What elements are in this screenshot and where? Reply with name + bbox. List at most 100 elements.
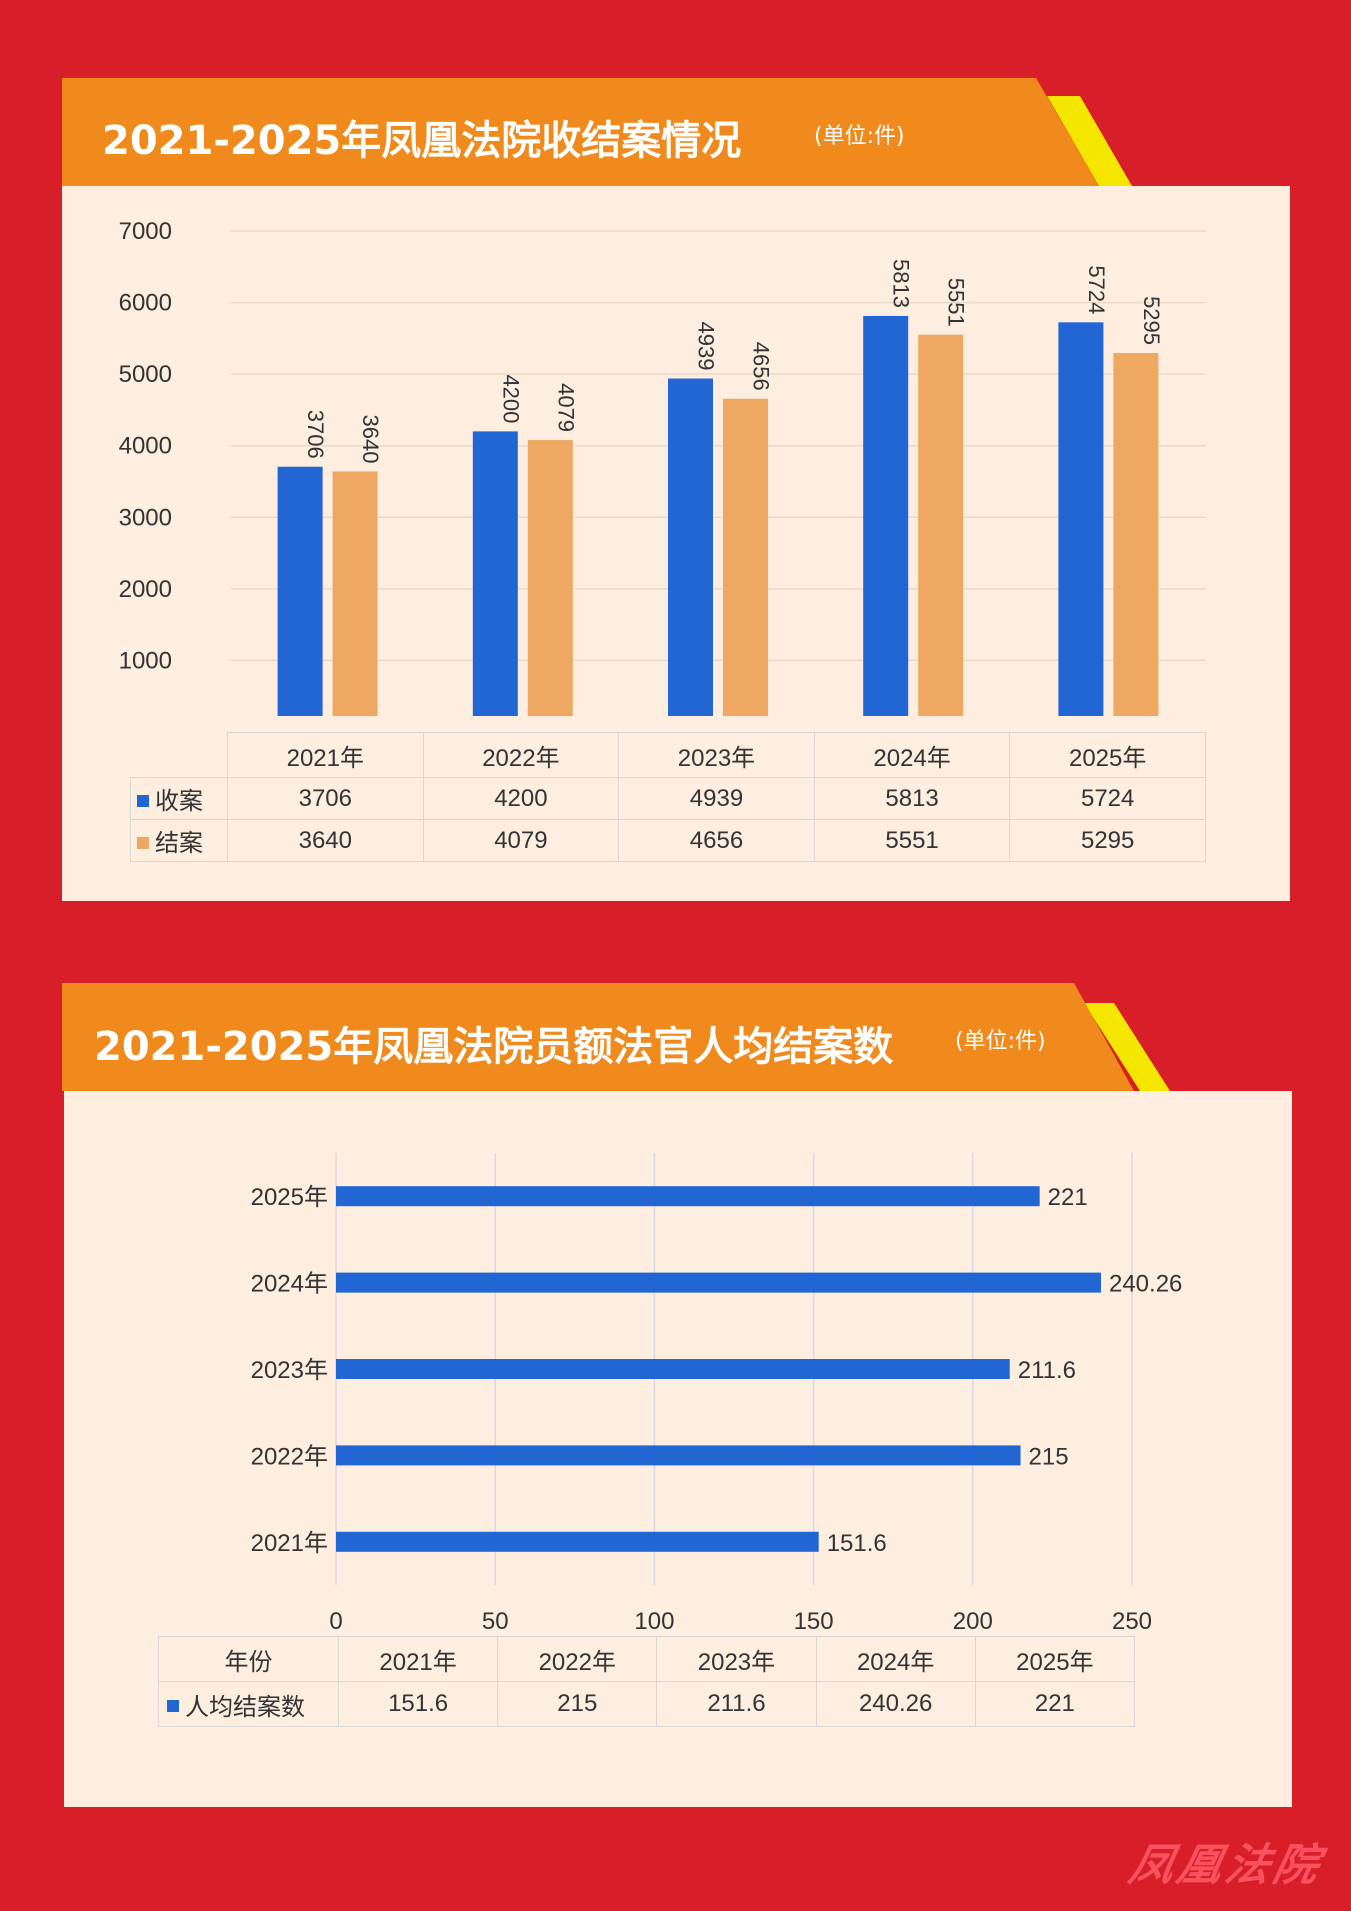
chart2-title: 2021-2025年凤凰法院员额法官人均结案数 xyxy=(94,1024,894,1070)
chart2-data-table: 年份 2021年 2022年 2023年 2024年 2025年 人均结案数 1… xyxy=(158,1636,1136,1727)
table-cell: 221 xyxy=(974,1681,1136,1727)
x-tick-label: 0 xyxy=(329,1608,342,1631)
table-cell: 4656 xyxy=(618,819,815,862)
table-header-year: 2025年 xyxy=(1009,732,1206,778)
section2-banner: 2021-2025年凤凰法院员额法官人均结案数 (单位:件) xyxy=(62,983,1170,1091)
chart1-panel: 010002000300040005000600070002021年370636… xyxy=(62,186,1290,901)
banner-shape xyxy=(62,983,1170,1091)
x-tick-label: 50 xyxy=(482,1608,509,1631)
table-row-received: 收案 3706 4200 4939 5813 5724 xyxy=(130,777,1206,820)
table-cell: 5295 xyxy=(1009,819,1206,862)
bar-closed xyxy=(1113,353,1159,716)
table-header-year: 2021年 xyxy=(337,1636,499,1682)
table-header-year: 2022年 xyxy=(422,732,620,778)
legend-marker-closed xyxy=(137,836,149,849)
data-label: 215 xyxy=(1029,1443,1069,1470)
table-header-year: 2024年 xyxy=(813,732,1011,778)
table-cell: 5551 xyxy=(813,819,1011,862)
x-tick-label: 250 xyxy=(1112,1608,1152,1631)
y-tick-label: 6000 xyxy=(119,290,172,317)
table-cell: 240.26 xyxy=(815,1681,976,1727)
bar-closed xyxy=(527,440,573,716)
x-tick-label: 100 xyxy=(634,1608,674,1631)
data-label: 5551 xyxy=(944,278,969,327)
chart2-unit: (单位:件) xyxy=(955,1029,1046,1054)
y-tick-label: 2025年 xyxy=(251,1184,328,1211)
table-cell: 211.6 xyxy=(656,1681,817,1727)
banner-shape xyxy=(62,78,1132,186)
data-label: 4079 xyxy=(553,383,578,432)
table-cell: 4200 xyxy=(422,777,620,820)
data-label: 211.6 xyxy=(1018,1357,1076,1384)
legend-label-per-judge: 人均结案数 xyxy=(185,1693,305,1721)
x-tick-label: 200 xyxy=(953,1608,993,1631)
table-cell: 151.6 xyxy=(337,1681,499,1727)
table-row-closed: 结案 3640 4079 4656 5551 5295 xyxy=(130,819,1206,862)
table-cell: 5724 xyxy=(1009,777,1206,820)
bar-received xyxy=(277,466,323,716)
legend-label-received: 收案 xyxy=(155,788,203,815)
watermark: 凤凰法院 xyxy=(1124,1840,1328,1891)
table-row: 年份 2021年 2022年 2023年 2024年 2025年 xyxy=(158,1636,1136,1682)
chart2-svg: 0 50 100 150 200 250 2025年 221 2024年 240.26 2023年 2… xyxy=(251,1153,1182,1631)
table-cell: 5813 xyxy=(813,777,1011,820)
data-label: 5813 xyxy=(889,259,914,308)
bar-per-judge xyxy=(336,1272,1101,1293)
data-label: 4939 xyxy=(694,322,719,371)
data-label: 5295 xyxy=(1139,296,1164,345)
y-tick-label: 2023年 xyxy=(251,1357,328,1384)
table-row: 2021年 2022年 2023年 2024年 2025年 xyxy=(130,732,1206,778)
chart1-title: 2021-2025年凤凰法院收结案情况 xyxy=(102,118,742,164)
bar-received xyxy=(1058,322,1104,716)
table-header-year: 2025年 xyxy=(974,1636,1136,1682)
bar-closed xyxy=(723,398,768,716)
y-tick-label: 5000 xyxy=(119,361,172,388)
chart1-data-table: 2021年 2022年 2023年 2024年 2025年 收案 3706 42… xyxy=(130,732,1206,862)
bar-closed xyxy=(918,334,964,716)
data-label: 5724 xyxy=(1084,265,1109,314)
table-cell: 4939 xyxy=(618,777,815,820)
bar-received xyxy=(668,378,713,716)
data-label: 4656 xyxy=(749,342,774,391)
legend-marker-received xyxy=(137,794,149,807)
table-cell: 4079 xyxy=(422,819,620,862)
y-tick-label: 4000 xyxy=(119,433,172,460)
bar-per-judge xyxy=(336,1359,1010,1379)
bar-per-judge xyxy=(336,1531,819,1552)
y-tick-label: 1000 xyxy=(119,647,172,674)
data-label: 151.6 xyxy=(827,1530,887,1557)
bar-per-judge xyxy=(336,1186,1040,1207)
bar-per-judge xyxy=(336,1445,1021,1466)
bar-closed xyxy=(332,471,378,716)
table-header-year: 2024年 xyxy=(815,1636,976,1682)
chart1-svg: 010002000300040005000600070002021年370636… xyxy=(119,218,1206,716)
table-cell: 215 xyxy=(497,1681,658,1727)
table-header-year: 2022年 xyxy=(497,1636,658,1682)
y-tick-label: 2022年 xyxy=(251,1443,328,1470)
table-header-year: 2023年 xyxy=(656,1636,817,1682)
section1-banner: 2021-2025年凤凰法院收结案情况 (单位:件) xyxy=(62,78,1132,186)
table-header-year: 2021年 xyxy=(227,732,424,778)
chart1-unit: (单位:件) xyxy=(814,124,905,149)
x-tick-label: 150 xyxy=(794,1608,834,1631)
table-header-year: 2023年 xyxy=(618,732,815,778)
table-row-per-judge: 人均结案数 151.6 215 211.6 240.26 221 xyxy=(158,1681,1136,1727)
bar-received xyxy=(472,431,518,716)
legend-marker-per-judge xyxy=(167,1700,179,1713)
legend-label-closed: 结案 xyxy=(155,830,203,857)
y-tick-label: 3000 xyxy=(119,504,172,531)
data-label: 3706 xyxy=(303,410,328,459)
data-label: 240.26 xyxy=(1109,1271,1182,1298)
chart2-panel: 0 50 100 150 200 250 2025年 221 2024年 240.26 2023年 2… xyxy=(64,1091,1292,1807)
data-label: 221 xyxy=(1048,1184,1088,1211)
data-label: 3640 xyxy=(358,415,383,464)
y-tick-label: 2000 xyxy=(119,576,172,603)
data-label: 4200 xyxy=(498,374,523,423)
table-header-label: 年份 xyxy=(158,1636,339,1682)
bar-received xyxy=(863,315,909,716)
y-tick-label: 7000 xyxy=(119,218,172,245)
y-tick-label: 2021年 xyxy=(251,1530,328,1557)
table-cell: 3640 xyxy=(227,819,424,862)
table-cell: 3706 xyxy=(227,777,424,820)
y-tick-label: 2024年 xyxy=(251,1271,328,1298)
